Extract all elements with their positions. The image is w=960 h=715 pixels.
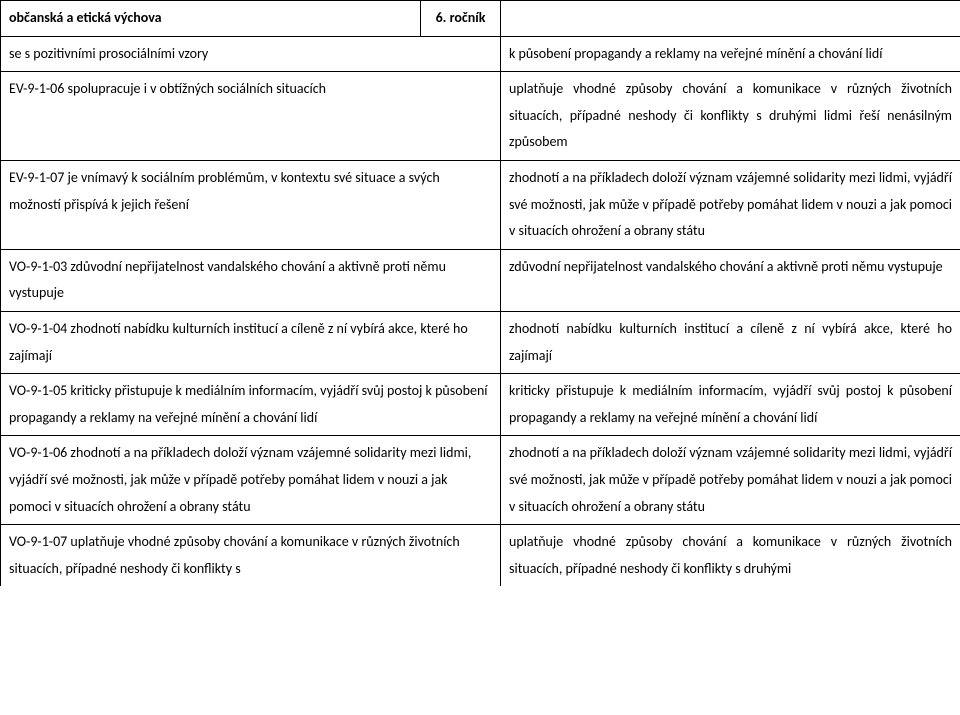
outcome-right-text: uplatňuje vhodné způsoby chování a komun… (509, 80, 952, 150)
grade-cell: 6. ročník (421, 1, 501, 37)
outcome-left-cell: EV-9-1-06 spolupracuje i v obtížných soc… (1, 72, 501, 161)
outcome-right-cell: uplatňuje vhodné způsoby chování a komun… (501, 72, 960, 161)
outcome-right-text: zhodnotí nabídku kulturních institucí a … (509, 320, 952, 364)
grade-label: 6. ročník (436, 9, 486, 26)
table-row: VO-9-1-04 zhodnotí nabídku kulturních in… (1, 311, 960, 373)
outcome-left-text: VO-9-1-03 zdůvodní nepřijatelnost vandal… (9, 258, 446, 302)
outcome-left-cell: se s pozitivními prosociálními vzory (1, 36, 501, 72)
outcome-right-cell: uplatňuje vhodné způsoby chování a komun… (501, 525, 960, 587)
outcome-right-text: zhodnotí a na příkladech doloží význam v… (509, 444, 952, 514)
outcome-right-text: zdůvodní nepřijatelnost vandalského chov… (509, 258, 943, 275)
table-row: VO-9-1-06 zhodnotí a na příkladech dolož… (1, 436, 960, 525)
outcome-right-cell: zhodnotí nabídku kulturních institucí a … (501, 311, 960, 373)
outcome-right-cell: zdůvodní nepřijatelnost vandalského chov… (501, 249, 960, 311)
outcome-left-text: VO-9-1-07 uplatňuje vhodné způsoby chová… (9, 533, 460, 577)
outcome-left-text: EV-9-1-07 je vnímavý k sociálním problém… (9, 169, 440, 213)
subject-label: občanská a etická výchova (9, 9, 162, 26)
subject-cell: občanská a etická výchova (1, 1, 421, 37)
outcome-right-text: zhodnotí a na příkladech doloží význam v… (509, 169, 952, 239)
outcome-left-text: se s pozitivními prosociálními vzory (9, 45, 208, 62)
table-row: se s pozitivními prosociálními vzory k p… (1, 36, 960, 72)
outcome-left-text: VO-9-1-05 kriticky přistupuje k mediální… (9, 382, 488, 426)
outcome-left-cell: VO-9-1-04 zhodnotí nabídku kulturních in… (1, 311, 501, 373)
table-row: EV-9-1-06 spolupracuje i v obtížných soc… (1, 72, 960, 161)
outcome-right-text: kriticky přistupuje k mediálním informac… (509, 382, 952, 426)
outcome-right-cell: k působení propagandy a reklamy na veřej… (501, 36, 960, 72)
table-row: VO-9-1-05 kriticky přistupuje k mediální… (1, 374, 960, 436)
outcome-right-text: k působení propagandy a reklamy na veřej… (509, 45, 882, 62)
outcome-right-text: uplatňuje vhodné způsoby chování a komun… (509, 533, 952, 577)
table-row: VO-9-1-07 uplatňuje vhodné způsoby chová… (1, 525, 960, 587)
outcome-left-text: VO-9-1-04 zhodnotí nabídku kulturních in… (9, 320, 468, 364)
header-empty-cell (501, 1, 960, 37)
outcome-left-cell: VO-9-1-07 uplatňuje vhodné způsoby chová… (1, 525, 501, 587)
outcome-left-text: VO-9-1-06 zhodnotí a na příkladech dolož… (9, 444, 471, 514)
curriculum-table: občanská a etická výchova 6. ročník se s… (0, 0, 960, 586)
outcome-right-cell: zhodnotí a na příkladech doloží význam v… (501, 160, 960, 249)
table-row: VO-9-1-03 zdůvodní nepřijatelnost vandal… (1, 249, 960, 311)
table-header-row: občanská a etická výchova 6. ročník (1, 1, 960, 37)
outcome-left-cell: VO-9-1-06 zhodnotí a na příkladech dolož… (1, 436, 501, 525)
outcome-left-text: EV-9-1-06 spolupracuje i v obtížných soc… (9, 80, 326, 97)
outcome-right-cell: kriticky přistupuje k mediálním informac… (501, 374, 960, 436)
document-page: občanská a etická výchova 6. ročník se s… (0, 0, 960, 586)
outcome-left-cell: EV-9-1-07 je vnímavý k sociálním problém… (1, 160, 501, 249)
outcome-left-cell: VO-9-1-03 zdůvodní nepřijatelnost vandal… (1, 249, 501, 311)
table-row: EV-9-1-07 je vnímavý k sociálním problém… (1, 160, 960, 249)
outcome-left-cell: VO-9-1-05 kriticky přistupuje k mediální… (1, 374, 501, 436)
outcome-right-cell: zhodnotí a na příkladech doloží význam v… (501, 436, 960, 525)
